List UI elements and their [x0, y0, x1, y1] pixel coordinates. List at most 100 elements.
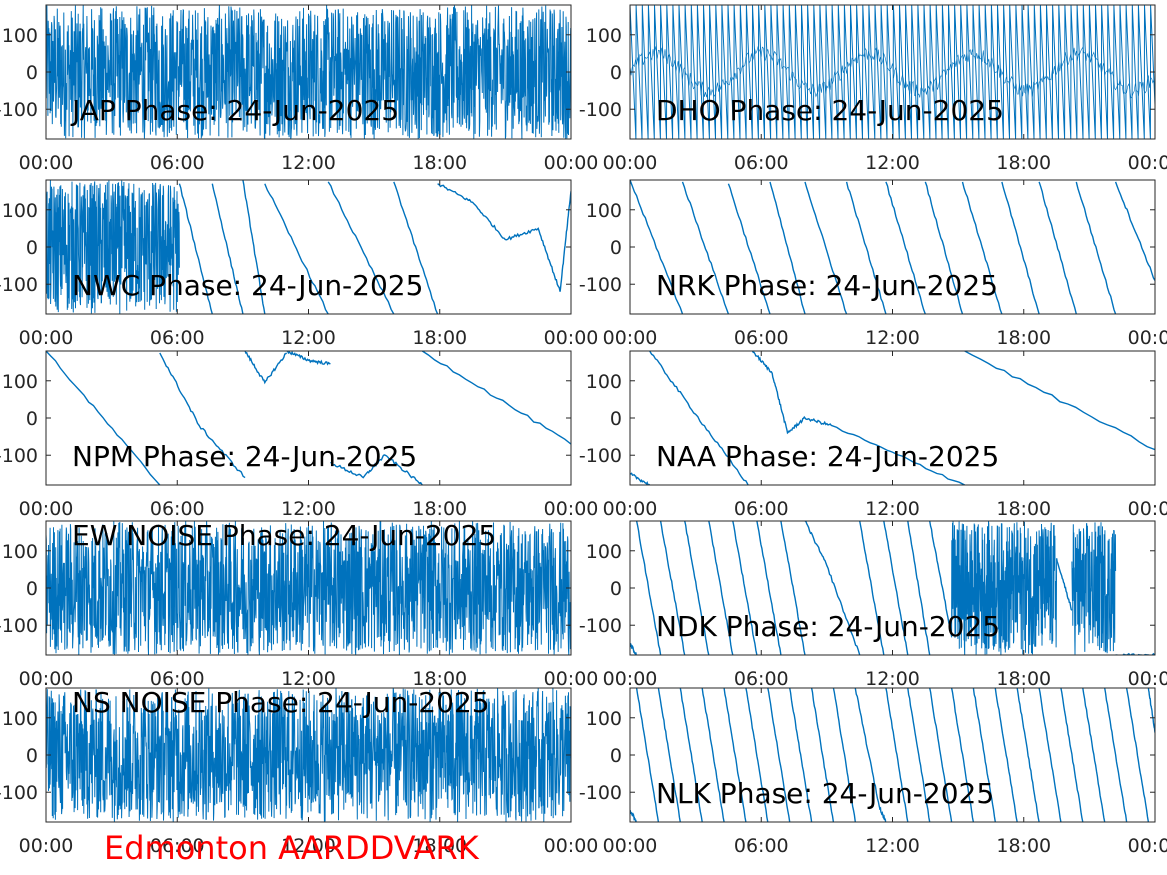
y-tick-label: -100: [579, 445, 622, 467]
series-line: [1016, 688, 1040, 822]
series-line: [684, 521, 710, 655]
series-line: [635, 688, 660, 822]
series-line: [1114, 181, 1155, 281]
series-line: [883, 521, 909, 655]
series-line: [769, 181, 806, 314]
x-tick-label: 06:00: [734, 327, 789, 349]
series-line: [657, 688, 681, 822]
series-line: [630, 521, 1155, 655]
series-line: [649, 351, 749, 485]
series-line: [885, 181, 926, 314]
y-tick-label: -100: [0, 782, 38, 804]
series-line: [907, 688, 931, 822]
series-line: [789, 688, 813, 822]
series-line: [681, 181, 730, 314]
y-tick-label: 100: [586, 200, 622, 222]
series-line: [46, 5, 571, 139]
panel-title: EW NOISE Phase: 24-Jun-2025: [72, 519, 496, 552]
x-tick-label: 18:00: [996, 498, 1051, 520]
y-tick-label: 100: [586, 541, 622, 563]
x-tick-label: 00:00: [544, 152, 599, 174]
y-tick-label: 100: [2, 371, 38, 393]
y-tick-label: -100: [0, 99, 38, 121]
series-line: [330, 454, 423, 485]
series-line: [46, 351, 571, 485]
series-line: [727, 183, 771, 314]
panel-nwc: -100 0 100 00:00 06:00 12:00 18:00 00:00 NWC Pha…: [0, 179, 599, 349]
x-tick-label: 12:00: [281, 152, 336, 174]
x-tick-label: 18:00: [996, 152, 1051, 174]
series-line: [1082, 688, 1106, 822]
x-tick-label: 12:00: [281, 835, 336, 857]
series-line: [994, 688, 1018, 822]
panel-title: DHO Phase: 24-Jun-2025: [656, 94, 1004, 127]
panel-title: NPM Phase: 24-Jun-2025: [72, 440, 417, 473]
y-tick-label: 0: [610, 408, 622, 430]
series-line: [832, 688, 856, 822]
series-line: [756, 521, 782, 655]
x-tick-label: 00:00: [1128, 152, 1167, 174]
y-tick-label: -100: [579, 782, 622, 804]
x-tick-label: 00:00: [1128, 498, 1167, 520]
series-line: [421, 351, 571, 445]
series-line: [1075, 181, 1117, 314]
y-tick-label: 100: [586, 371, 622, 393]
x-tick-label: 00:00: [603, 498, 658, 520]
x-tick-label: 18:00: [412, 327, 467, 349]
series-line: [1038, 181, 1077, 314]
x-tick-label: 06:00: [734, 152, 789, 174]
series-line: [659, 521, 686, 655]
series-line: [701, 688, 725, 822]
x-tick-label: 06:00: [150, 498, 205, 520]
series-line: [907, 521, 931, 655]
y-tick-label: -100: [0, 615, 38, 637]
series-line: [804, 521, 861, 655]
x-tick-label: 06:00: [150, 668, 205, 690]
series-line: [630, 688, 1155, 822]
panel-title: NS NOISE Phase: 24-Jun-2025: [72, 686, 490, 719]
x-tick-label: 06:00: [734, 498, 789, 520]
y-tick-label: -100: [0, 445, 38, 467]
series-line: [854, 688, 887, 822]
x-tick-label: 00:00: [603, 152, 658, 174]
series-line: [845, 181, 887, 314]
x-tick-label: 06:00: [150, 152, 205, 174]
series-line: [961, 181, 1003, 314]
series-line: [242, 180, 266, 314]
x-tick-label: 00:00: [603, 668, 658, 690]
x-tick-label: 12:00: [865, 498, 920, 520]
x-tick-label: 00:00: [544, 327, 599, 349]
x-tick-label: 12:00: [281, 327, 336, 349]
series-line: [964, 351, 1155, 451]
series-line: [46, 351, 161, 485]
x-tick-label: 00:00: [19, 668, 74, 690]
panel-title: NRK Phase: 24-Jun-2025: [656, 269, 998, 302]
x-tick-label: 00:00: [544, 835, 599, 857]
series-line: [723, 688, 747, 822]
x-tick-label: 00:00: [544, 668, 599, 690]
series-line: [159, 352, 246, 479]
series-line: [211, 183, 244, 314]
series-line: [804, 181, 848, 314]
x-tick-label: 06:00: [150, 327, 205, 349]
x-tick-label: 00:00: [19, 498, 74, 520]
x-tick-label: 12:00: [865, 668, 920, 690]
series-line: [630, 5, 1155, 139]
series-line: [630, 642, 637, 655]
series-line: [286, 351, 331, 366]
x-tick-label: 00:00: [603, 835, 658, 857]
x-tick-label: 06:00: [734, 835, 789, 857]
series-line: [630, 351, 1155, 485]
series-line: [924, 181, 964, 314]
series-line: [679, 688, 703, 822]
panel-npm: -100 0 100 00:00 06:00 12:00 18:00 00:00 NPM Pha…: [0, 350, 598, 520]
x-tick-label: 18:00: [412, 152, 467, 174]
station-caption: Edmonton AARDDVARK: [104, 829, 479, 867]
series-line: [745, 688, 769, 822]
x-tick-label: 06:00: [734, 668, 789, 690]
series-line: [1104, 688, 1128, 822]
y-tick-label: 0: [26, 578, 38, 600]
series-line: [1125, 688, 1150, 822]
y-tick-label: 0: [610, 745, 622, 767]
